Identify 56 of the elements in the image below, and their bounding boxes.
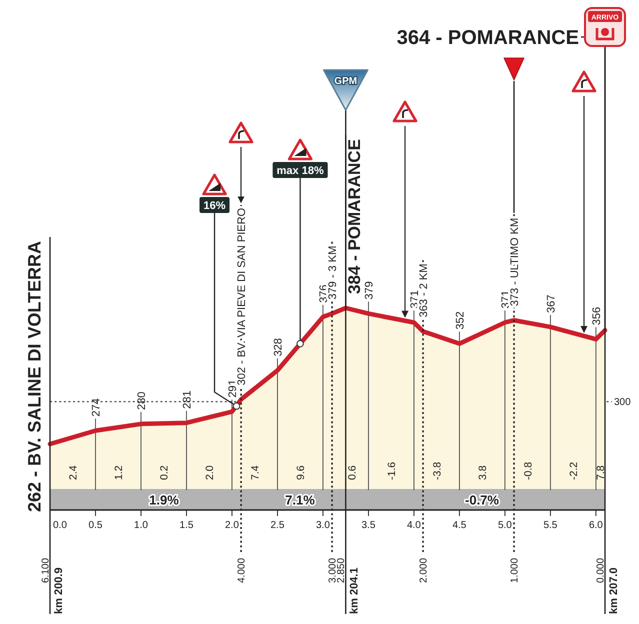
- data-label: 328: [272, 338, 284, 356]
- x-tick-label: 3.0: [316, 520, 330, 531]
- x2-tick-label: 0.000: [596, 558, 606, 583]
- annotation: -2.2: [568, 462, 580, 480]
- annotation: -0.7%: [465, 492, 500, 508]
- data-label: 384 - POMARANCE: [345, 139, 364, 294]
- x2-tick-label: 4.000: [236, 558, 248, 583]
- x-tick-label: 0.5: [88, 520, 103, 531]
- ref-line-label: km 207.0: [608, 568, 620, 614]
- data-label: 379: [363, 281, 376, 300]
- annotation: 1.9%: [149, 492, 180, 508]
- x-tick-label: 2.5: [270, 520, 285, 531]
- data-label: 274: [90, 398, 102, 417]
- x2-tick-label: 2.000: [418, 558, 430, 583]
- data-label: 302 - BV. VIA PIEVE DI SAN PIERO: [236, 207, 248, 386]
- annotation: 1.2: [112, 465, 125, 480]
- annotation: 7.8: [595, 465, 608, 480]
- annotation: max 18%: [276, 165, 324, 177]
- data-label: 262 - BV. SALINE DI VOLTERRA: [24, 240, 44, 512]
- ref-line-label: km 204.1: [348, 568, 361, 614]
- x-tick-label: 5.0: [498, 520, 512, 531]
- data-label: 352: [454, 311, 466, 330]
- x-tick-label: 2.0: [225, 520, 240, 531]
- data-label: 280: [136, 392, 148, 410]
- annotation: GPM: [334, 76, 358, 87]
- annotation: 16%: [204, 200, 226, 212]
- data-label: 373 - ULTIMO KM: [508, 218, 521, 306]
- data-label: 363 - 2 KM: [418, 264, 430, 318]
- x-tick-label: 6.0: [588, 520, 604, 531]
- data-label: 367: [545, 294, 558, 313]
- annotation: 364 - POMARANCE: [396, 27, 579, 49]
- ref-line-label: km 200.9: [52, 568, 65, 614]
- annotation: -1.6: [386, 462, 398, 480]
- x2-tick-label: 6.100: [40, 558, 52, 583]
- x2-tick-label: 1.000: [510, 558, 521, 583]
- x-tick-label: 3.5: [361, 520, 376, 531]
- data-label: 356: [590, 306, 603, 326]
- x-tick-label: 1.0: [134, 520, 148, 531]
- x2-tick-label: 2.850: [336, 558, 348, 583]
- annotation: -0.8: [522, 462, 534, 480]
- annotation: 3.8: [476, 465, 489, 480]
- annotation: 0.2: [158, 465, 170, 480]
- annotation: 7.4: [249, 465, 262, 480]
- annotation: -3.8: [431, 462, 444, 480]
- annotation: 2.0: [204, 465, 216, 480]
- data-label: 281: [181, 390, 194, 409]
- annotation: 9.6: [294, 465, 307, 480]
- annotation: 2.4: [67, 465, 80, 480]
- x-tick-label: 5.5: [543, 520, 558, 531]
- ref-line-label: 300: [614, 397, 632, 408]
- x-tick-label: 1.5: [180, 520, 194, 531]
- annotation: 0.6: [346, 465, 358, 480]
- annotation: 7.1%: [285, 492, 316, 508]
- x-tick-label: 0.0: [53, 520, 68, 531]
- x-tick-label: 4.5: [452, 520, 467, 531]
- x-tick-label: 4.0: [406, 520, 422, 531]
